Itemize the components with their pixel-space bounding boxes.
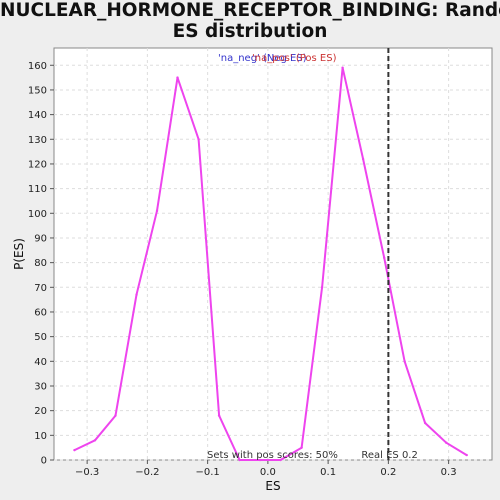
data-point (300, 446, 303, 449)
y-tick-label: 110 (28, 184, 47, 195)
data-point (341, 66, 344, 69)
data-point (320, 286, 324, 289)
y-tick-label: 10 (34, 431, 47, 442)
y-axis-label: P(ES) (12, 238, 26, 270)
y-tick-label: 70 (34, 283, 47, 294)
x-tick-label: 0.0 (260, 467, 276, 478)
data-point (445, 441, 448, 444)
y-tick-label: 20 (34, 406, 47, 417)
y-tick-label: 30 (34, 381, 47, 392)
data-point (279, 458, 282, 462)
x-tick-label: −0.1 (195, 467, 219, 478)
y-tick-label: 150 (28, 85, 47, 96)
legend-item-pos: 'na_pos' (Pos ES) (252, 53, 337, 64)
y-tick-label: 80 (34, 258, 47, 269)
data-point (114, 414, 117, 417)
chart-title-line-2: ES distribution (172, 21, 328, 42)
series-line (74, 66, 468, 461)
real-es-label: Real ES 0.2 (361, 450, 417, 461)
x-tick-label: 0.1 (320, 467, 336, 478)
axes: 0 10 20 30 40 50 60 70 80 90 100 110 120 130 140 150 160… (28, 61, 457, 478)
x-tick-label: 0.3 (441, 467, 457, 478)
x-tick-label: −0.3 (75, 467, 99, 478)
data-point (423, 421, 427, 425)
x-axis-label: ES (265, 479, 280, 493)
data-point (73, 448, 76, 452)
y-tick-label: 140 (28, 110, 47, 121)
data-point (403, 360, 406, 363)
data-point (361, 157, 365, 161)
data-point (197, 138, 200, 141)
plot-area (53, 47, 493, 461)
data-point (258, 458, 262, 462)
data-point (176, 76, 179, 79)
y-tick-label: 90 (34, 233, 47, 244)
data-point (155, 209, 159, 213)
annotations: Real ES 0.2 Sets with pos scores: 50% (207, 48, 418, 461)
data-point (382, 256, 386, 259)
data-point (238, 458, 241, 462)
y-tick-label: 40 (34, 357, 47, 368)
data-point (217, 414, 221, 417)
x-tick-label: 0.2 (380, 467, 396, 478)
y-tick-label: 0 (41, 456, 47, 467)
legend-item-neg: 'na_neg' (Neg ES) (218, 53, 307, 64)
y-tick-label: 120 (28, 159, 47, 170)
series-layer (73, 66, 468, 462)
chart-title-line-1: NUCLEAR_HORMONE_RECEPTOR_BINDING: Random (0, 0, 500, 21)
data-point (93, 439, 97, 442)
y-tick-label: 160 (28, 61, 47, 72)
grid-lines (54, 48, 492, 461)
data-point (465, 453, 468, 457)
y-tick-label: 50 (34, 332, 47, 343)
legend: 'na_neg' (Neg ES) 'na_pos' (Pos ES) (218, 53, 337, 64)
data-point (135, 293, 138, 296)
y-tick-label: 60 (34, 307, 47, 318)
x-tick-label: −0.2 (135, 467, 159, 478)
y-tick-label: 130 (28, 135, 47, 146)
y-tick-label: 100 (28, 209, 47, 220)
chart-title: NUCLEAR_HORMONE_RECEPTOR_BINDING: Random… (0, 0, 500, 42)
pos-scores-label: Sets with pos scores: 50% (207, 450, 338, 461)
